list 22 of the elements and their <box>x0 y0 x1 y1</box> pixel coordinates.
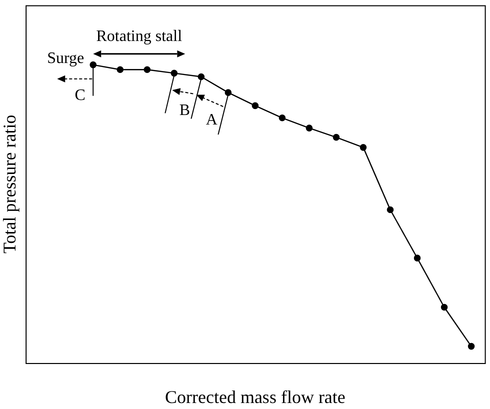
point <box>386 206 394 214</box>
point <box>144 66 151 74</box>
annotation: B <box>179 102 190 119</box>
point <box>252 102 259 110</box>
y-axis-title: Total pressure ratio <box>0 114 20 254</box>
annotation: A <box>206 112 218 129</box>
point <box>116 66 124 74</box>
point <box>170 70 178 77</box>
point <box>306 124 313 132</box>
point <box>198 73 205 80</box>
point <box>90 61 97 68</box>
point <box>278 114 286 122</box>
text: Rotating stall <box>96 28 183 45</box>
annotation: Surge <box>47 50 84 67</box>
annotation: C <box>74 86 86 104</box>
point <box>224 89 232 96</box>
point <box>360 144 367 151</box>
point <box>468 342 475 350</box>
point <box>332 134 340 141</box>
point <box>440 304 448 311</box>
point <box>414 254 421 262</box>
x-axis-title: Corrected mass flow rate <box>164 386 346 407</box>
